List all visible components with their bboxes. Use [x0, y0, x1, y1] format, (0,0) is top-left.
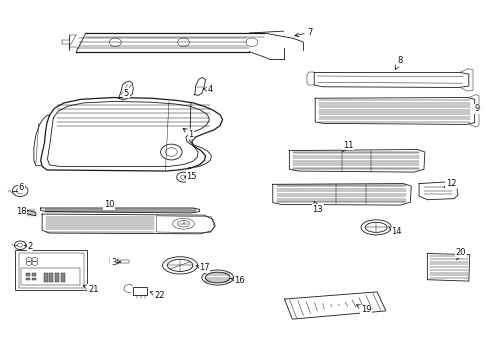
- Text: 15: 15: [184, 172, 197, 181]
- Bar: [19, 253, 83, 288]
- Bar: [120, 260, 129, 263]
- Text: 17: 17: [195, 264, 209, 273]
- Text: 6: 6: [19, 183, 24, 192]
- Text: 16: 16: [230, 276, 244, 285]
- Text: 20: 20: [455, 248, 465, 260]
- Text: 7: 7: [294, 28, 312, 37]
- Text: 8: 8: [394, 57, 403, 69]
- Bar: [61, 273, 65, 282]
- Bar: [32, 273, 36, 276]
- Bar: [55, 273, 59, 282]
- Bar: [26, 278, 30, 280]
- Bar: [15, 250, 87, 291]
- Bar: [49, 273, 53, 282]
- Text: 4: 4: [203, 85, 213, 94]
- Text: 21: 21: [83, 285, 99, 294]
- Text: 22: 22: [150, 291, 164, 300]
- Bar: [32, 278, 36, 280]
- Bar: [26, 273, 30, 276]
- Text: 14: 14: [387, 227, 401, 237]
- Text: 5: 5: [123, 89, 129, 98]
- Bar: [43, 273, 47, 282]
- Text: 10: 10: [103, 200, 115, 209]
- Text: 2: 2: [24, 242, 33, 251]
- Text: 3: 3: [111, 258, 121, 267]
- Text: 19: 19: [356, 305, 371, 314]
- Text: 1: 1: [183, 129, 193, 139]
- Bar: [133, 287, 147, 296]
- Bar: [21, 268, 80, 285]
- Text: 18: 18: [16, 207, 27, 216]
- Text: 11: 11: [342, 141, 352, 152]
- Text: 13: 13: [312, 201, 322, 214]
- Text: 9: 9: [474, 104, 480, 113]
- Text: 12: 12: [443, 179, 456, 188]
